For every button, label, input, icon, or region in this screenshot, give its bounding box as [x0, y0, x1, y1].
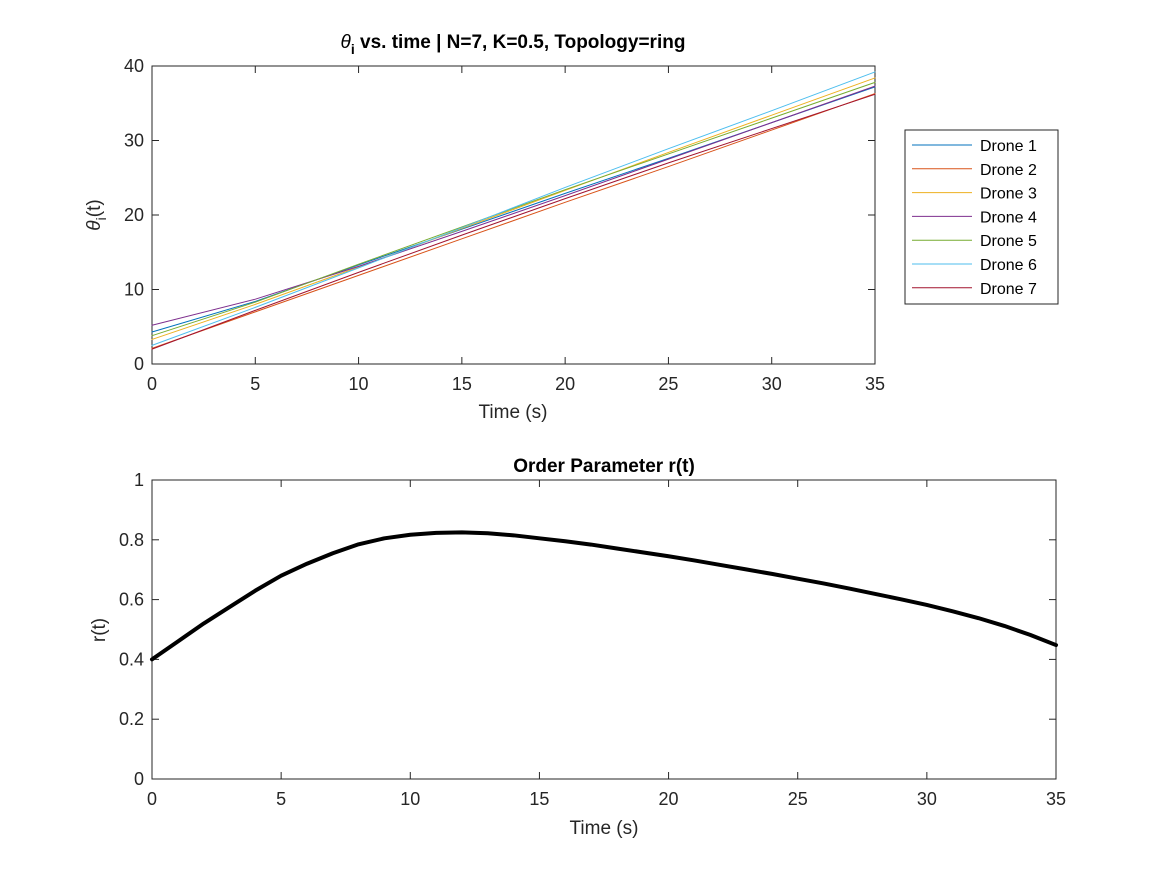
theta-x-tick-label: 35 — [865, 374, 885, 394]
legend-items: Drone 1 Drone 2 Drone 3 Drone 4 Drone 5 Drone… — [912, 138, 1037, 298]
theta-series-lines — [151, 71, 876, 350]
theta-x-label: Time (s) — [479, 402, 548, 423]
legend-box — [904, 129, 1059, 305]
theta-x-tick-label: 20 — [555, 374, 575, 394]
theta-y-label: θi(t) — [84, 199, 109, 230]
theta-y-tick-label: 30 — [124, 131, 144, 151]
order-series-line-1 — [150, 530, 1058, 662]
theta-x-ticks: 0 5 10 15 20 25 30 35 — [147, 66, 885, 394]
theta-series-line-5 — [151, 81, 876, 337]
theta-y-tick-label: 0 — [134, 354, 144, 374]
theta-series-line-6 — [151, 71, 876, 346]
order-parameter-plot: 0 5 10 15 20 25 30 35 0 0.2 0.4 0.6 0.8 1 Order Para… — [89, 456, 1066, 839]
theta-x-tick-label: 25 — [658, 374, 678, 394]
theta-y-ticks: 0 10 20 30 40 — [124, 56, 875, 374]
theta-y-tick-label: 20 — [124, 205, 144, 225]
order-x-label: Time (s) — [570, 818, 639, 839]
title-theta-subscript: i — [351, 41, 355, 57]
theta-plot-axes-box — [151, 65, 876, 365]
title-theta-symbol: θ — [341, 32, 352, 53]
legend-label-1: Drone 1 — [980, 138, 1037, 155]
order-y-ticks: 0 0.2 0.4 0.6 0.8 1 — [119, 470, 1056, 789]
order-x-tick-label: 15 — [529, 789, 549, 809]
ylabel-rest: (t) — [84, 199, 105, 217]
order-y-label: r(t) — [89, 618, 110, 642]
legend-label-6: Drone 6 — [980, 257, 1037, 274]
legend-label-5: Drone 5 — [980, 233, 1037, 250]
order-x-ticks: 0 5 10 15 20 25 30 35 — [147, 480, 1066, 809]
order-plot-title: Order Parameter r(t) — [513, 456, 695, 477]
theta-series-line-3 — [151, 77, 876, 340]
order-plot-axes-box — [151, 479, 1057, 780]
legend-label-3: Drone 3 — [980, 186, 1037, 203]
order-y-tick-label: 0.4 — [119, 649, 144, 669]
order-x-tick-label: 0 — [147, 789, 157, 809]
theta-x-tick-label: 0 — [147, 374, 157, 394]
order-y-tick-label: 0.8 — [119, 530, 144, 550]
order-y-tick-label: 0.6 — [119, 590, 144, 610]
theta-y-tick-label: 10 — [124, 280, 144, 300]
theta-x-tick-label: 30 — [762, 374, 782, 394]
legend-label-2: Drone 2 — [980, 162, 1037, 179]
ylabel-theta-symbol: θ — [84, 220, 105, 231]
order-x-tick-label: 25 — [788, 789, 808, 809]
order-x-tick-label: 35 — [1046, 789, 1066, 809]
order-x-tick-label: 5 — [276, 789, 286, 809]
legend: Drone 1 Drone 2 Drone 3 Drone 4 Drone 5 Drone… — [904, 129, 1059, 305]
ylabel-theta-subscript: i — [93, 217, 109, 220]
theta-x-tick-label: 15 — [452, 374, 472, 394]
order-x-tick-label: 20 — [659, 789, 679, 809]
theta-series-line-4 — [151, 85, 876, 326]
order-series-lines — [150, 530, 1058, 662]
order-x-tick-label: 30 — [917, 789, 937, 809]
theta-y-tick-label: 40 — [124, 56, 144, 76]
theta-x-tick-label: 10 — [349, 374, 369, 394]
legend-label-4: Drone 4 — [980, 209, 1037, 226]
order-y-tick-label: 0.2 — [119, 709, 144, 729]
legend-label-7: Drone 7 — [980, 281, 1037, 298]
title-rest: vs. time | N=7, K=0.5, Topology=ring — [355, 32, 686, 53]
theta-series-line-2 — [151, 93, 876, 349]
theta-series-line-7 — [151, 93, 876, 350]
order-y-tick-label: 0 — [134, 769, 144, 789]
order-y-tick-label: 1 — [134, 470, 144, 490]
theta-plot-title: θi vs. time | N=7, K=0.5, Topology=ring — [341, 32, 686, 57]
theta-x-tick-label: 5 — [250, 374, 260, 394]
order-x-tick-label: 10 — [400, 789, 420, 809]
